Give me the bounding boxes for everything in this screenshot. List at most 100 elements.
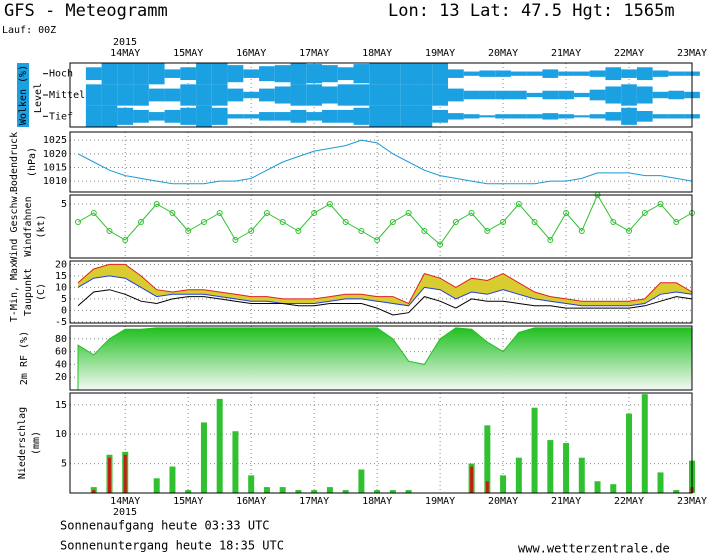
cloud-cell xyxy=(337,84,354,106)
cloud-cell xyxy=(101,105,118,127)
cloud-cell xyxy=(133,109,149,123)
run: Lauf: 00Z xyxy=(2,25,56,36)
axis-label: (C) xyxy=(36,283,47,301)
cloud-cell xyxy=(196,63,212,85)
cloud-cell xyxy=(117,63,134,85)
cloud-cell xyxy=(227,114,244,119)
y-tick-label: 20 xyxy=(55,372,67,383)
y-tick-label: 20 xyxy=(55,259,67,270)
x-tick-label: 15MAY xyxy=(173,496,203,507)
x-tick-label: 20MAY xyxy=(488,496,518,507)
cloud-cell xyxy=(400,63,417,85)
bar xyxy=(389,490,396,493)
cloud-cell xyxy=(148,88,165,102)
cloud-cell xyxy=(227,88,244,102)
cloud-cell xyxy=(259,66,275,82)
data-point xyxy=(75,219,81,225)
cloud-cell xyxy=(573,71,590,76)
cloud-cell xyxy=(495,114,511,119)
cloud-cell xyxy=(668,114,685,119)
temp-line xyxy=(77,289,693,316)
y-tick-label: 5 xyxy=(61,459,67,470)
bar xyxy=(342,490,349,493)
axis-label: 2m RF (%) xyxy=(19,331,30,385)
x-tick-label: 15MAY xyxy=(173,48,203,59)
x-tick-label: 19MAY xyxy=(425,48,455,59)
bar xyxy=(484,425,491,493)
data-point xyxy=(468,210,475,216)
temp-line xyxy=(77,263,693,305)
axis-label: Bodendruck xyxy=(9,132,20,192)
cloud-cell xyxy=(526,114,543,119)
x-tick-label: 14MAY xyxy=(110,48,140,59)
data-point xyxy=(216,210,223,216)
cloud-label: Wolken (%) xyxy=(18,65,29,125)
data-point xyxy=(531,219,538,225)
cloud-cell xyxy=(148,63,165,85)
data-point xyxy=(547,237,554,243)
cloud-cell xyxy=(573,92,590,98)
cloud-cell xyxy=(621,84,637,106)
cloud-cell xyxy=(290,84,307,106)
temp-range-fill xyxy=(78,264,692,306)
cloud-cell xyxy=(117,107,134,125)
data-point xyxy=(169,210,176,216)
year-bottom: 2015 xyxy=(113,507,137,518)
cloud-cell xyxy=(652,91,669,99)
bar xyxy=(485,481,489,493)
cloud-cell xyxy=(322,65,338,83)
cloud-cell xyxy=(164,69,181,78)
cloud-cell xyxy=(369,105,385,127)
data-point xyxy=(295,228,302,234)
cloud-cell xyxy=(274,112,291,121)
cloud-cell xyxy=(259,112,275,121)
x-tick-label: 18MAY xyxy=(362,48,392,59)
bar xyxy=(185,490,192,493)
cloud-cell xyxy=(479,90,496,100)
data-point xyxy=(374,237,381,243)
x-tick-label: 23MAY xyxy=(677,48,707,59)
x-tick-label: 20MAY xyxy=(488,48,518,59)
bar xyxy=(500,475,507,493)
bar xyxy=(578,457,585,493)
data-point xyxy=(452,219,459,225)
cloud-cell xyxy=(243,91,260,99)
data-point xyxy=(641,210,648,216)
cloud-cell xyxy=(164,109,181,123)
cloud-cell xyxy=(542,113,559,120)
cloud-cell xyxy=(447,113,464,120)
bar xyxy=(673,490,680,493)
cloud-cell xyxy=(85,67,102,81)
level-label: Mittel xyxy=(49,90,85,101)
cloud-cell xyxy=(117,84,134,106)
x-tick-label: 22MAY xyxy=(614,496,644,507)
location: Lon: 13 Lat: 47.5 Hgt: 1565m xyxy=(388,1,675,21)
cloud-cell xyxy=(542,90,559,100)
y-tick-label: -5 xyxy=(55,317,67,328)
bar xyxy=(563,443,570,493)
bar xyxy=(153,478,160,493)
cloud-cell xyxy=(416,84,433,106)
data-point xyxy=(437,241,444,248)
cloud-cell xyxy=(495,90,511,100)
bar xyxy=(311,490,318,493)
cloud-cell xyxy=(463,71,480,76)
cloud-cell xyxy=(306,112,323,121)
cloud-cell xyxy=(85,84,102,106)
cloud-cell xyxy=(621,69,637,78)
cloud-cell xyxy=(416,105,433,127)
x-tick-label: 17MAY xyxy=(299,496,329,507)
cloud-cell xyxy=(432,109,448,123)
panel-frame xyxy=(69,392,693,494)
cloud-cell xyxy=(636,111,653,122)
cloud-cell xyxy=(668,90,685,100)
data-point xyxy=(153,201,160,207)
axis-label: Wind Geschw. xyxy=(9,190,20,262)
cloud-cell xyxy=(353,64,370,84)
cloud-cell xyxy=(322,109,338,123)
data-point xyxy=(610,219,617,225)
cloud-cell xyxy=(211,63,228,85)
cloud-cell xyxy=(227,65,244,83)
panel-frame xyxy=(69,325,693,391)
